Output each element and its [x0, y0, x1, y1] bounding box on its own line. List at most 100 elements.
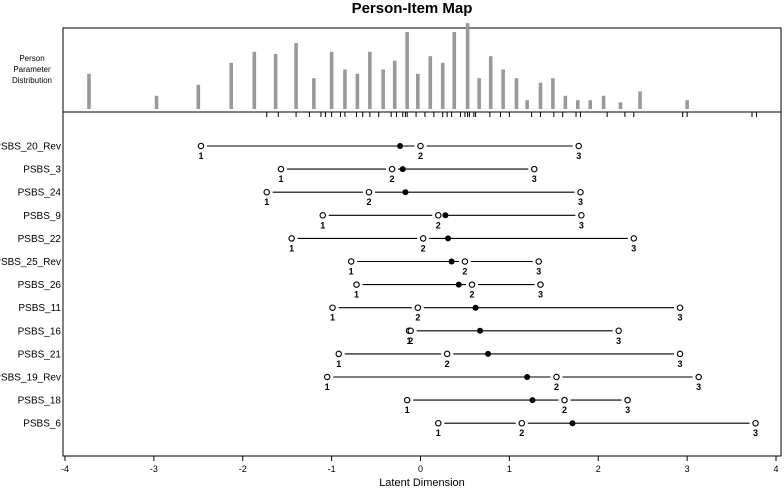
item-location-point	[445, 235, 452, 242]
item-name-label: PSBS_25_Rev	[0, 257, 61, 268]
threshold-label: 3	[578, 197, 583, 207]
threshold-point	[577, 188, 584, 196]
distribution-bar	[416, 73, 420, 109]
threshold-point	[365, 188, 373, 196]
threshold-point	[277, 165, 285, 173]
item-row: PSBS_9 1 2 3	[23, 211, 585, 230]
item-row: PSBS_20_Rev 1 2 3	[0, 142, 582, 161]
item-row: PSBS_24 1 2 3	[18, 188, 584, 207]
item-row: PSBS_22 1 2 3	[18, 234, 638, 253]
distribution-bar	[477, 78, 481, 109]
threshold-label: 3	[576, 151, 581, 161]
distribution-bar	[576, 100, 580, 109]
threshold-point	[553, 373, 560, 381]
item-location-point	[455, 281, 462, 288]
item-row: PSBS_11 1 2 3	[18, 303, 684, 323]
item-name-label: PSBS_21	[18, 349, 62, 360]
threshold-label: 2	[415, 313, 420, 323]
threshold-label: 1	[330, 313, 335, 323]
distribution-bar	[525, 100, 529, 109]
threshold-label: 1	[349, 267, 354, 277]
threshold-point	[615, 327, 622, 335]
distribution-bar	[685, 100, 689, 109]
threshold-label: 2	[408, 336, 413, 346]
threshold-point	[435, 212, 442, 219]
x-tick-label: -4	[61, 464, 69, 474]
distribution-bar	[618, 102, 623, 109]
threshold-point	[630, 235, 638, 242]
item-row: PSBS_19_Rev 1 2 3	[0, 373, 702, 392]
x-tick-label: 1	[507, 464, 512, 474]
threshold-label: 2	[470, 290, 475, 300]
distribution-bar	[252, 51, 257, 109]
threshold-label: 1	[289, 243, 294, 253]
threshold-point	[752, 419, 759, 427]
panel-label-line-3: Distribution	[12, 76, 52, 85]
threshold-label: 3	[579, 220, 584, 230]
distribution-bar	[538, 82, 543, 109]
distribution-bar	[368, 51, 372, 109]
panel-label-line-1: Person	[19, 54, 44, 63]
threshold-label: 1	[354, 290, 359, 300]
item-name-label: PSBS_16	[18, 326, 62, 337]
threshold-point	[695, 373, 702, 381]
x-tick-label: 4	[773, 464, 778, 474]
item-name-label: PSBS_24	[18, 188, 62, 199]
distribution-bar	[551, 78, 555, 109]
person-distribution-panel	[62, 27, 782, 113]
item-name-label: PSBS_26	[18, 280, 62, 291]
item-row: PSBS_25_Rev 1 2 3	[0, 257, 542, 277]
threshold-point	[347, 258, 355, 265]
item-name-label: PSBS_20_Rev	[0, 142, 61, 153]
distribution-bar	[273, 54, 278, 109]
threshold-label: 2	[390, 174, 395, 184]
item-location-point	[524, 374, 531, 380]
threshold-point	[197, 142, 205, 150]
distribution-bar	[440, 62, 445, 109]
distribution-bar	[588, 100, 593, 109]
threshold-label: 3	[678, 313, 683, 323]
distribution-bar	[154, 95, 159, 109]
item-row: PSBS_3 1 2 3	[23, 165, 538, 184]
threshold-point	[263, 188, 270, 196]
threshold-label: 2	[436, 220, 441, 230]
item-location-point	[529, 397, 536, 404]
threshold-label: 3	[616, 336, 621, 346]
item-location-point	[448, 258, 455, 265]
threshold-point	[578, 212, 585, 219]
person-distribution-bars	[87, 23, 689, 110]
distribution-bar	[563, 95, 568, 109]
threshold-point	[319, 212, 326, 219]
x-tick-label: 3	[685, 464, 690, 474]
threshold-label: 2	[519, 428, 524, 438]
distribution-bar	[343, 69, 347, 109]
threshold-point	[435, 419, 442, 427]
distribution-bar	[501, 69, 505, 109]
item-map-panel	[62, 111, 782, 457]
threshold-point	[624, 396, 631, 404]
threshold-label: 1	[320, 220, 325, 230]
distribution-bar	[87, 73, 91, 109]
threshold-point	[288, 235, 295, 242]
threshold-point	[461, 258, 469, 265]
x-tick-label: 0	[418, 464, 423, 474]
item-location-point	[569, 420, 576, 427]
item-name-label: PSBS_22	[18, 234, 62, 245]
threshold-label: 1	[336, 359, 341, 369]
threshold-point	[518, 419, 526, 427]
threshold-label: 1	[264, 197, 269, 207]
threshold-label: 1	[406, 336, 411, 346]
threshold-label: 2	[462, 267, 467, 277]
threshold-point	[443, 350, 451, 358]
distribution-bar	[452, 32, 457, 109]
x-axis: -4 -3 -2 -1 0 1 2 3 4	[61, 456, 779, 474]
threshold-label: 2	[554, 382, 559, 392]
item-row: PSBS_18 1 2 3	[18, 396, 631, 415]
distribution-bar	[229, 62, 233, 109]
item-row: PSBS_16 12 3	[18, 326, 622, 346]
x-tick-label: -2	[239, 464, 247, 474]
threshold-point	[323, 373, 331, 381]
item-location-point	[402, 189, 409, 196]
threshold-label: 1	[405, 405, 410, 415]
